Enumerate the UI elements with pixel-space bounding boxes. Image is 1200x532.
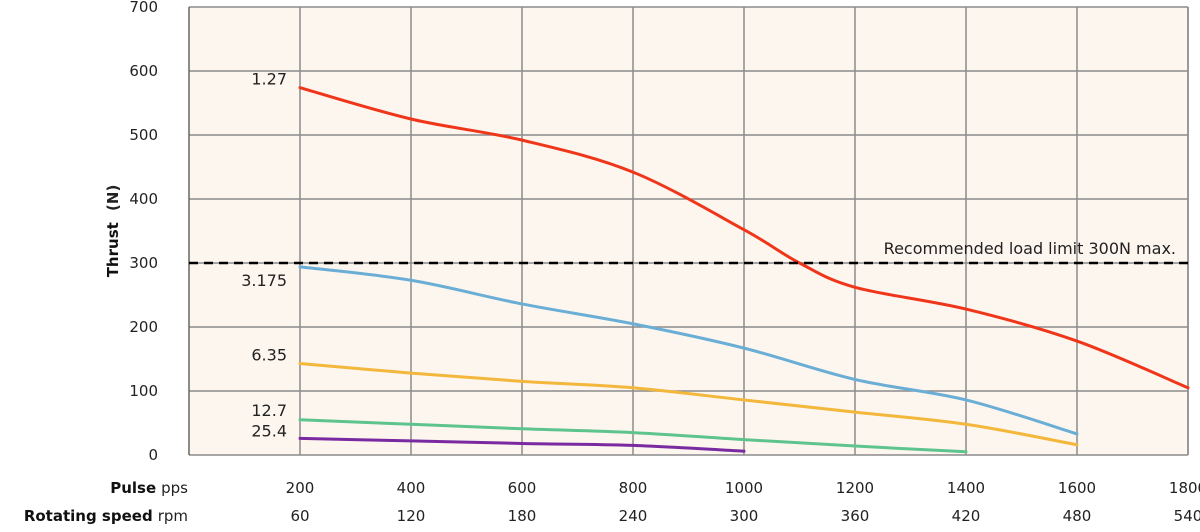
x-tick-label: 240	[619, 507, 648, 525]
x-tick-label: 420	[952, 507, 981, 525]
y-tick-label: 700	[129, 0, 158, 16]
x-axis-title-text: Pulse	[110, 479, 156, 497]
x-tick-label: 1600	[1058, 479, 1096, 497]
series-line-1-27	[298, 86, 1190, 390]
series-label: 6.35	[251, 345, 287, 364]
x-tick-label: 480	[1063, 507, 1092, 525]
x-tick-label: 1800	[1169, 479, 1200, 497]
y-tick-label: 500	[129, 126, 158, 144]
x-tick-label: 1200	[836, 479, 874, 497]
series-line-6-35	[298, 361, 1079, 447]
y-axis-unit: (N)	[104, 185, 122, 211]
x-tick-label: 300	[730, 507, 759, 525]
y-tick-label: 0	[148, 446, 158, 464]
x-tick-label: 200	[286, 479, 315, 497]
load-limit-label: Recommended load limit 300N max.	[884, 239, 1176, 258]
series-line-3-175	[298, 265, 1079, 436]
series-label: 12.7	[251, 401, 287, 420]
x-axis-unit: rpm	[158, 507, 188, 525]
y-axis-title: Thrust (N)	[104, 185, 122, 278]
x-tick-label: 120	[397, 507, 426, 525]
series-label: 25.4	[251, 421, 287, 440]
series-line-12-7	[298, 418, 968, 454]
x-tick-label: 540	[1174, 507, 1200, 525]
series-label: 1.27	[251, 70, 287, 89]
y-axis: 0 100 200 300 400 500 600 700	[129, 0, 158, 464]
x-tick-label: 1000	[725, 479, 763, 497]
x-tick-label: 800	[619, 479, 648, 497]
series-group: 1.27 3.175 6.35 12.725.4	[241, 70, 1190, 454]
series-line-25-4	[298, 436, 746, 453]
x-tick-label: 180	[508, 507, 537, 525]
y-tick-label: 600	[129, 62, 158, 80]
y-tick-label: 400	[129, 190, 158, 208]
annotations: Recommended load limit 300N max.	[189, 239, 1188, 265]
series-label: 3.175	[241, 271, 287, 290]
x-axis-title-text: Rotating speed	[24, 507, 153, 525]
x-axis: Pulse pps 200 400 600 800 1000 1200 1400 1600 1800…	[24, 479, 1200, 525]
plot-background	[189, 7, 1188, 455]
x-tick-label: 60	[290, 507, 309, 525]
x-tick-label: 600	[508, 479, 537, 497]
x-tick-label: 1400	[947, 479, 985, 497]
x-axis-unit: pps	[161, 479, 188, 497]
y-tick-label: 200	[129, 318, 158, 336]
x-tick-label: 360	[841, 507, 870, 525]
x-tick-label: 400	[397, 479, 426, 497]
x-axis-title-pulse: Pulse pps	[110, 479, 188, 497]
x-axis-title-rotating-speed: Rotating speed rpm	[24, 507, 188, 525]
y-tick-label: 100	[129, 382, 158, 400]
y-tick-label: 300	[129, 254, 158, 272]
y-axis-title-text: Thrust	[104, 222, 122, 277]
